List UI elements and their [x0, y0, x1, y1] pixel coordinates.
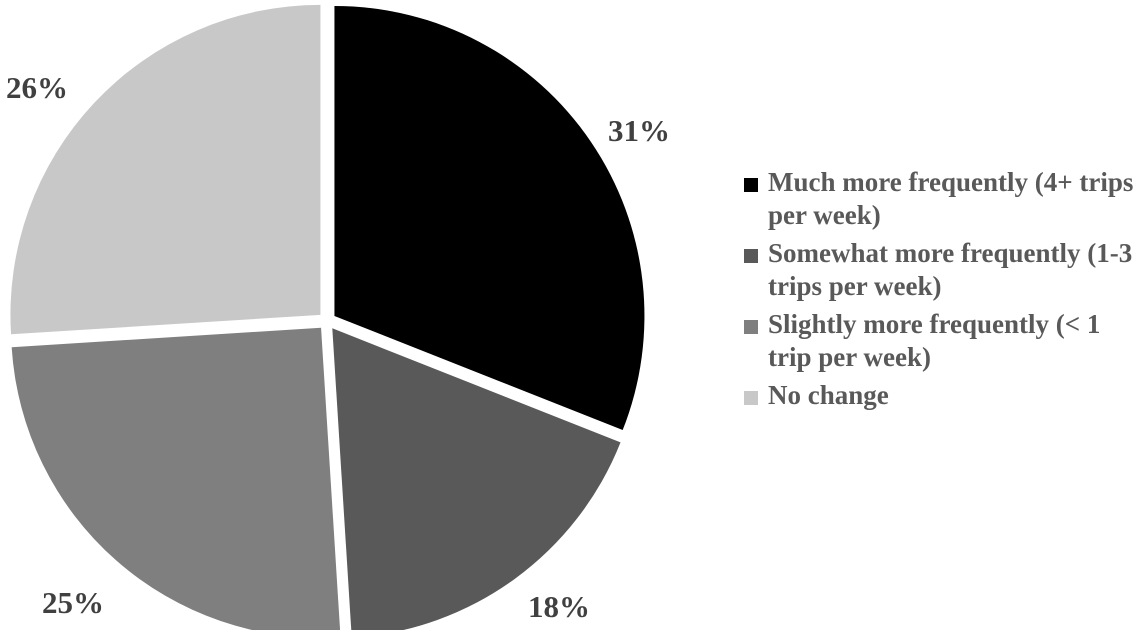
- legend: Much more frequently (4+ trips per week)…: [744, 166, 1144, 417]
- legend-swatch-3: [744, 320, 758, 334]
- pie-slice-2: [332, 328, 621, 630]
- pie-slices: [10, 4, 645, 630]
- legend-label-1: Much more frequently (4+ trips per week): [768, 167, 1134, 230]
- legend-label-2: Somewhat more frequently (1-3 trips per …: [768, 238, 1133, 301]
- legend-label-4: No change: [768, 380, 889, 410]
- legend-swatch-4: [744, 391, 758, 405]
- pie-slice-4: [10, 4, 321, 335]
- pie-data-labels: 31% 18% 25% 26%: [6, 70, 670, 624]
- slice-label-4: 26%: [6, 70, 68, 105]
- legend-item-2: Somewhat more frequently (1-3 trips per …: [744, 237, 1144, 303]
- legend-item-1: Much more frequently (4+ trips per week): [744, 166, 1144, 232]
- legend-swatch-2: [744, 249, 758, 263]
- slice-label-3: 25%: [42, 585, 104, 620]
- pie-slice-1: [334, 5, 645, 431]
- slice-label-2: 18%: [528, 589, 590, 624]
- legend-label-3: Slightly more frequently (< 1 trip per w…: [768, 309, 1101, 372]
- legend-swatch-1: [744, 178, 758, 192]
- pie-slice-3: [11, 327, 341, 630]
- slice-label-1: 31%: [608, 113, 670, 148]
- legend-item-3: Slightly more frequently (< 1 trip per w…: [744, 308, 1144, 374]
- legend-item-4: No change: [744, 379, 1144, 412]
